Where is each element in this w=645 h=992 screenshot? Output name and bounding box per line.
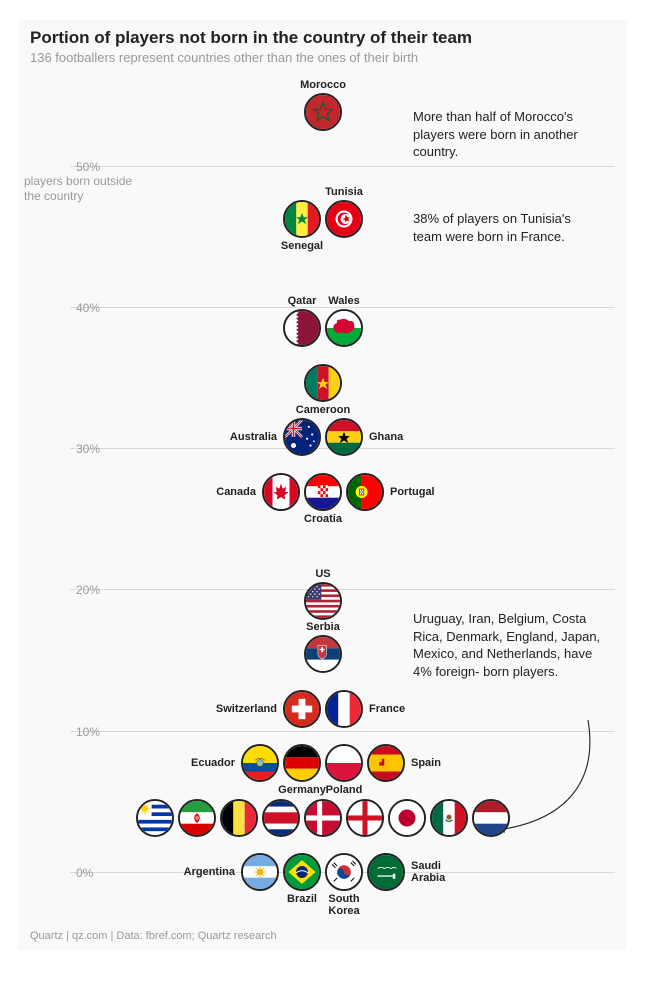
country-flag <box>136 799 174 837</box>
country-label: Tunisia <box>325 186 363 198</box>
country-label: Canada <box>216 486 260 498</box>
country-flag <box>283 309 321 347</box>
country-flag <box>283 853 321 891</box>
country-label: Brazil <box>287 893 317 905</box>
country-flag <box>304 473 342 511</box>
country-label: Argentina <box>184 866 239 878</box>
country-label: Germany <box>278 784 326 796</box>
country-flag <box>178 799 216 837</box>
country-label: Qatar <box>288 295 317 307</box>
country-label: US <box>315 568 330 580</box>
country-flag <box>472 799 510 837</box>
country-label: Croatia <box>304 513 342 525</box>
country-label: Senegal <box>281 240 323 252</box>
country-flag <box>367 744 405 782</box>
country-label: Australia <box>230 431 281 443</box>
country-label: Portugal <box>386 486 435 498</box>
country-flag <box>220 799 258 837</box>
country-flag <box>283 200 321 238</box>
country-label: Ecuador <box>191 757 239 769</box>
country-flag <box>388 799 426 837</box>
country-label: SaudiArabia <box>407 860 451 884</box>
country-flag <box>262 473 300 511</box>
country-flag <box>283 690 321 728</box>
country-label: Wales <box>328 295 359 307</box>
country-flag <box>304 635 342 673</box>
country-label: France <box>365 703 405 715</box>
country-flag <box>283 418 321 456</box>
country-flag <box>346 799 384 837</box>
country-flag <box>241 853 279 891</box>
country-flag <box>241 744 279 782</box>
country-label: Ghana <box>365 431 403 443</box>
country-label: Switzerland <box>216 703 281 715</box>
country-flag <box>430 799 468 837</box>
country-flag <box>304 799 342 837</box>
chart-title: Portion of players not born in the count… <box>30 28 472 48</box>
chart-subtitle: 136 footballers represent countries othe… <box>30 50 418 65</box>
page: Portion of players not born in the count… <box>0 0 645 992</box>
country-flag <box>325 418 363 456</box>
country-label: Serbia <box>306 621 340 633</box>
chart: Portion of players not born in the count… <box>18 20 627 950</box>
country-flag <box>304 582 342 620</box>
country-flag <box>325 690 363 728</box>
country-flag <box>346 473 384 511</box>
country-flag <box>304 364 342 402</box>
country-label: Cameroon <box>296 404 350 416</box>
country-label: SouthKorea <box>324 893 364 917</box>
country-flag <box>325 200 363 238</box>
country-flag <box>325 853 363 891</box>
country-label: Poland <box>326 784 363 796</box>
country-flag <box>367 853 405 891</box>
country-flag <box>304 93 342 131</box>
country-label: Spain <box>407 757 441 769</box>
plot-area: 0%10%20%30%40%50%players born outsidethe… <box>18 80 627 914</box>
country-flag <box>283 744 321 782</box>
country-flag <box>262 799 300 837</box>
source-text: Quartz | qz.com | Data: fbref.com; Quart… <box>30 930 277 942</box>
country-flag <box>325 309 363 347</box>
country-flag <box>325 744 363 782</box>
country-label: Morocco <box>300 79 346 91</box>
